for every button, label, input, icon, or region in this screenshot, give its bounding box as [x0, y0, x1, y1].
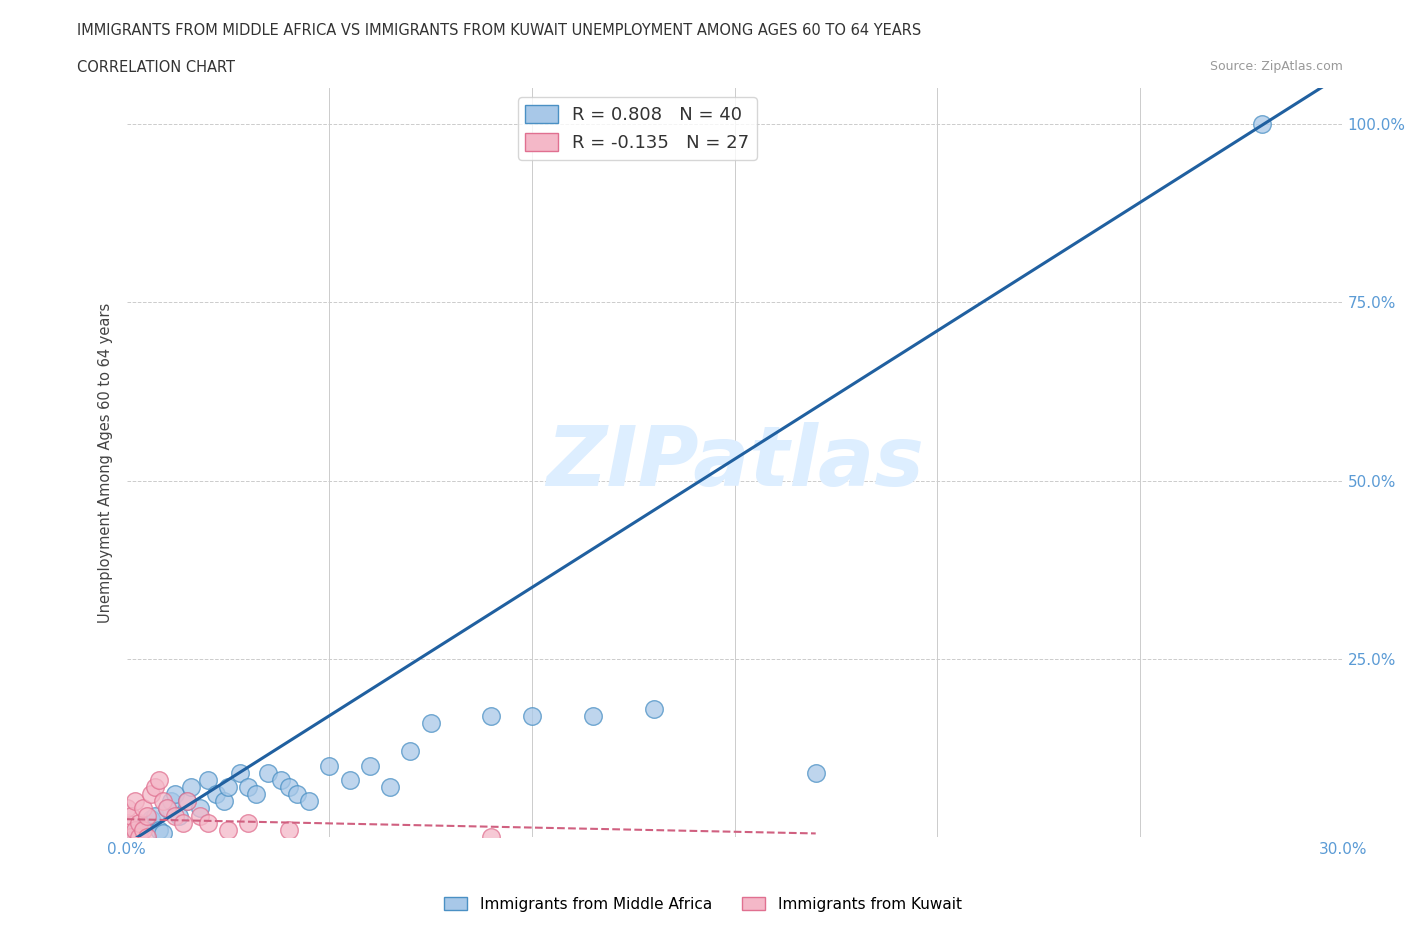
Point: [582, 709, 605, 724]
Point: [132, 819, 155, 834]
Point: [139, 812, 162, 827]
Point: [135, 808, 157, 823]
Point: [481, 830, 503, 844]
Point: [298, 794, 321, 809]
Legend: R = 0.808   N = 40, R = -0.135   N = 27: R = 0.808 N = 40, R = -0.135 N = 27: [517, 98, 756, 160]
Text: Source: ZipAtlas.com: Source: ZipAtlas.com: [1209, 60, 1343, 73]
Point: [285, 787, 308, 802]
Point: [148, 822, 170, 837]
Point: [1250, 116, 1272, 131]
Point: [156, 801, 179, 816]
Point: [165, 808, 187, 823]
Point: [135, 816, 157, 830]
Point: [172, 816, 194, 830]
Point: [188, 801, 211, 816]
Text: ZIPatlas: ZIPatlas: [546, 422, 924, 503]
Point: [197, 773, 219, 788]
Point: [152, 826, 174, 841]
Point: [197, 816, 219, 830]
Point: [217, 822, 239, 837]
Point: [520, 709, 543, 724]
Point: [128, 822, 150, 837]
Point: [143, 808, 166, 823]
Point: [124, 794, 146, 809]
Point: [804, 765, 827, 780]
Text: CORRELATION CHART: CORRELATION CHART: [77, 60, 235, 75]
Point: [318, 758, 340, 773]
Point: [277, 779, 299, 794]
Point: [135, 830, 157, 844]
Point: [115, 830, 138, 844]
Point: [339, 773, 361, 788]
Point: [115, 816, 138, 830]
Point: [128, 816, 150, 830]
Point: [143, 779, 166, 794]
Point: [165, 787, 187, 802]
Legend: Immigrants from Middle Africa, Immigrants from Kuwait: Immigrants from Middle Africa, Immigrant…: [439, 890, 967, 918]
Point: [270, 773, 292, 788]
Point: [229, 765, 252, 780]
Point: [481, 709, 503, 724]
Point: [204, 787, 226, 802]
Point: [217, 779, 239, 794]
Point: [156, 801, 179, 816]
Point: [120, 830, 142, 844]
Text: IMMIGRANTS FROM MIDDLE AFRICA VS IMMIGRANTS FROM KUWAIT UNEMPLOYMENT AMONG AGES : IMMIGRANTS FROM MIDDLE AFRICA VS IMMIGRA…: [77, 23, 921, 38]
Point: [176, 794, 198, 809]
Point: [359, 758, 381, 773]
Point: [419, 715, 441, 730]
Point: [120, 808, 142, 823]
Y-axis label: Unemployment Among Ages 60 to 64 years: Unemployment Among Ages 60 to 64 years: [98, 302, 114, 623]
Point: [236, 779, 259, 794]
Point: [180, 779, 202, 794]
Point: [115, 801, 138, 816]
Point: [128, 830, 150, 844]
Point: [124, 826, 146, 841]
Point: [132, 822, 155, 837]
Point: [212, 794, 235, 809]
Point: [257, 765, 280, 780]
Point: [188, 808, 211, 823]
Point: [132, 801, 155, 816]
Point: [148, 773, 170, 788]
Point: [399, 744, 422, 759]
Point: [167, 808, 190, 823]
Point: [124, 822, 146, 837]
Point: [160, 794, 183, 809]
Point: [139, 787, 162, 802]
Point: [277, 822, 299, 837]
Point: [245, 787, 267, 802]
Point: [176, 794, 198, 809]
Point: [378, 779, 401, 794]
Point: [643, 701, 665, 716]
Point: [152, 794, 174, 809]
Point: [236, 816, 259, 830]
Point: [115, 830, 138, 844]
